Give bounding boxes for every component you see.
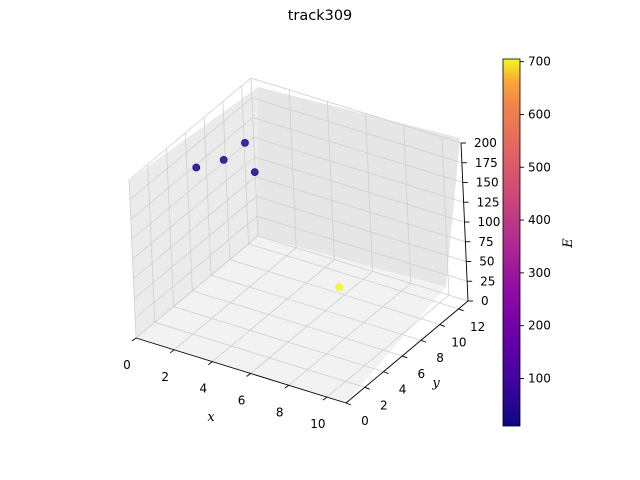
x-tick-label: 2 [161,370,169,384]
x-tick-mark [322,396,328,401]
y-tick-label: 2 [380,398,388,412]
colorbar-tick-label: 100 [528,371,551,385]
pane-left-wall [129,87,258,338]
y-tick-label: 4 [399,383,407,397]
x-tick-label: 10 [310,417,325,431]
x-tick-mark [131,337,137,342]
z-tick-label: 200 [474,136,497,150]
z-gridline-left [133,176,256,280]
scatter-point [335,283,344,291]
y-tick-label: 8 [436,351,444,365]
y-gridline-floor [154,321,365,388]
pane-floor [136,236,446,403]
z-gridline-back [250,77,462,144]
x-gridline-floor [212,259,335,362]
scatter-point [192,163,201,172]
y-tick-mark [420,339,427,343]
y-gridline-floor [192,290,403,357]
colorbar-tick-label: 500 [528,160,551,174]
x-tick-label: 4 [200,382,208,396]
z-tick-label: 100 [478,215,501,229]
y-tick-label: 6 [417,367,425,381]
x-tick-mark [208,361,213,365]
z-gridline-back [256,196,467,262]
grid-lines [128,77,469,404]
x-axis-line [135,337,347,404]
colorbar-tick-label: 600 [528,107,551,121]
x-tick-label: 0 [123,358,131,372]
x-gridline-floor [173,247,297,351]
z-gridline-back [251,97,462,164]
colorbar-tick-label: 200 [528,319,551,333]
scatter-point [241,139,249,147]
z-gridline-left [132,156,255,260]
z-gridline-back [257,215,468,282]
y-tick-mark [458,308,464,312]
z-gridline-left [131,136,254,240]
z-tick-label: 50 [479,255,494,269]
z-gridline-back [252,117,463,183]
y-tick-mark [364,386,370,390]
colorbar-tick-label: 300 [528,266,551,280]
z-tick-label: 175 [475,156,498,170]
z-tick-label: 125 [477,195,500,209]
colorbar-ticks: 100 200 300 400 500 600 700 [520,55,551,385]
colorbar [502,58,521,427]
z-gridline-left [129,97,253,201]
y-tick-mark [402,355,408,359]
z-tick-label: 75 [478,235,493,249]
y-tick-label: 0 [361,414,369,428]
data-points [192,139,344,291]
y-tick-label: 12 [470,320,485,334]
z-gridline-back [254,156,465,223]
x-tick-mark [169,349,175,354]
y-gridline-floor [248,243,459,310]
scatter-point [219,155,228,164]
y-gridline-floor [173,306,384,372]
y-tick-label: 10 [451,336,466,350]
z-tick-label: 25 [480,274,495,288]
x-axis-label: x [207,410,215,425]
x-gridline-floor [288,282,411,386]
x-tick-mark [284,384,289,389]
z-gridline-left [130,117,254,220]
z-gridline-back [255,176,466,243]
x-tick-label: 8 [276,405,284,419]
z-tick-label: 0 [481,294,489,308]
z-gridline-back [257,235,469,302]
z-gridline-left [128,77,252,181]
x-gridline-floor [250,271,373,374]
y-axis-line [345,300,469,404]
chart-title: track309 [287,8,353,24]
colorbar-label: E [561,238,576,249]
z-tick-label: 150 [476,176,499,190]
y-gridline-floor [229,259,440,325]
pane-back-wall [258,87,460,287]
z-gridline-left [134,215,258,319]
x-gridline-floor [326,294,450,398]
x-tick-mark [246,373,251,377]
y-gridline-floor [210,274,422,341]
z-gridline-back [253,136,464,203]
colorbar-tick-label: 400 [528,213,551,227]
x-tick-label: 6 [238,393,246,407]
z-gridline-left [133,196,257,299]
y-axis-label: y [431,376,440,391]
z-gridline-left [135,235,259,339]
y-tick-mark [439,324,446,327]
y-tick-mark [345,402,352,406]
colorbar-tick-label: 700 [528,55,551,69]
y-tick-mark [383,371,389,375]
scatter-point [250,168,259,177]
